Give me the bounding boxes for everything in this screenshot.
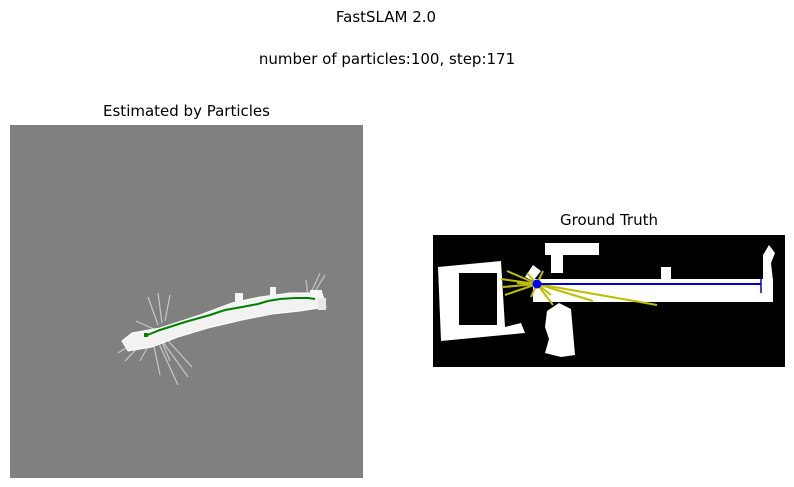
- obstacle-piece: [525, 265, 541, 281]
- estimated-path: [144, 297, 316, 337]
- estimated-panel-title: Estimated by Particles: [103, 102, 270, 120]
- ground-truth-panel-title: Ground Truth: [560, 211, 658, 229]
- lower-obstacle: [545, 303, 575, 357]
- top-wall-stem: [551, 253, 563, 273]
- robot-position: [532, 279, 542, 289]
- top-wall-piece: [545, 243, 599, 255]
- corridor-stub: [270, 287, 276, 297]
- figure-subtitle: number of particles:100, step:171: [258, 50, 516, 68]
- right-stub: [763, 245, 775, 285]
- figure-title: FastSLAM 2.0: [335, 8, 437, 26]
- left-room-inner: [459, 273, 497, 325]
- corridor-notch: [661, 267, 671, 281]
- estimated-map: [10, 125, 363, 478]
- path-start: [144, 333, 148, 337]
- corridor-end: [318, 298, 326, 310]
- corridor-stub: [310, 290, 322, 300]
- ground-truth-map: [433, 235, 785, 367]
- corridor-stub: [235, 293, 243, 307]
